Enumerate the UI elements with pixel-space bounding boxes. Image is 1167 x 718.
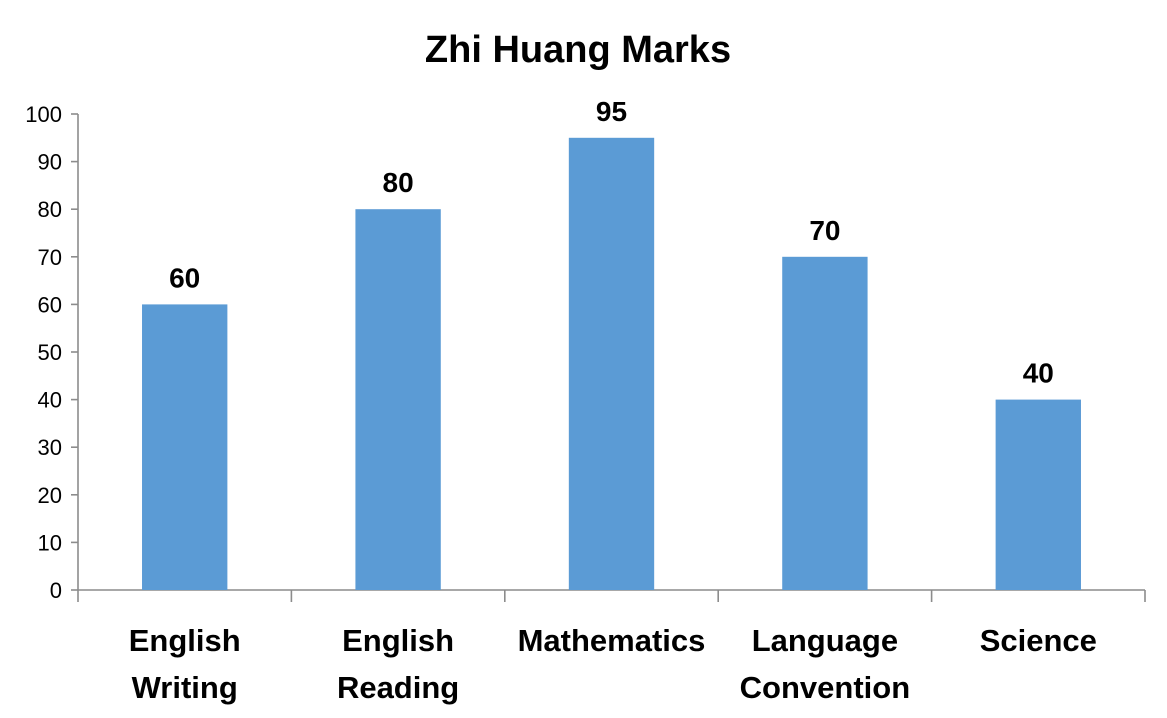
y-tick-label: 80	[38, 197, 62, 222]
y-tick-label: 100	[25, 102, 62, 127]
y-tick-label: 70	[38, 245, 62, 270]
data-label: 60	[169, 262, 200, 293]
data-label: 80	[383, 167, 414, 198]
value-labels: 60 80 95 70 40	[169, 96, 1054, 389]
chart-title: Zhi Huang Marks	[425, 29, 731, 71]
x-tick-label: Language	[752, 623, 898, 658]
y-tick-label: 40	[38, 388, 62, 413]
x-tick-label: English	[129, 623, 241, 658]
data-label: 40	[1023, 358, 1054, 389]
x-tick-labels: English Writing English Reading Mathematics L…	[129, 623, 1097, 705]
x-tick-label: Reading	[337, 670, 459, 705]
data-label: 95	[596, 96, 627, 127]
x-tick-label: Science	[980, 623, 1097, 658]
x-axis	[77, 589, 1146, 602]
x-tick-label: Convention	[740, 670, 911, 705]
data-label: 70	[809, 215, 840, 246]
bar	[142, 304, 228, 590]
y-tick-label: 30	[38, 435, 62, 460]
bar	[782, 256, 868, 590]
y-tick-label: 60	[38, 292, 62, 317]
x-tick-label: Mathematics	[518, 623, 706, 658]
bar	[995, 399, 1081, 590]
bar	[568, 137, 655, 591]
y-tick-label: 0	[50, 578, 62, 603]
y-axis: 0 10 20 30 40 50 60 70 80 90 100	[25, 102, 79, 603]
y-tick-label: 90	[38, 150, 62, 175]
x-tick-label: Writing	[132, 670, 238, 705]
bar	[355, 209, 441, 590]
bars	[142, 137, 1081, 591]
y-tick-label: 50	[38, 340, 62, 365]
x-tick-label: English	[342, 623, 454, 658]
y-tick-label: 20	[38, 483, 62, 508]
y-tick-label: 10	[38, 530, 62, 555]
